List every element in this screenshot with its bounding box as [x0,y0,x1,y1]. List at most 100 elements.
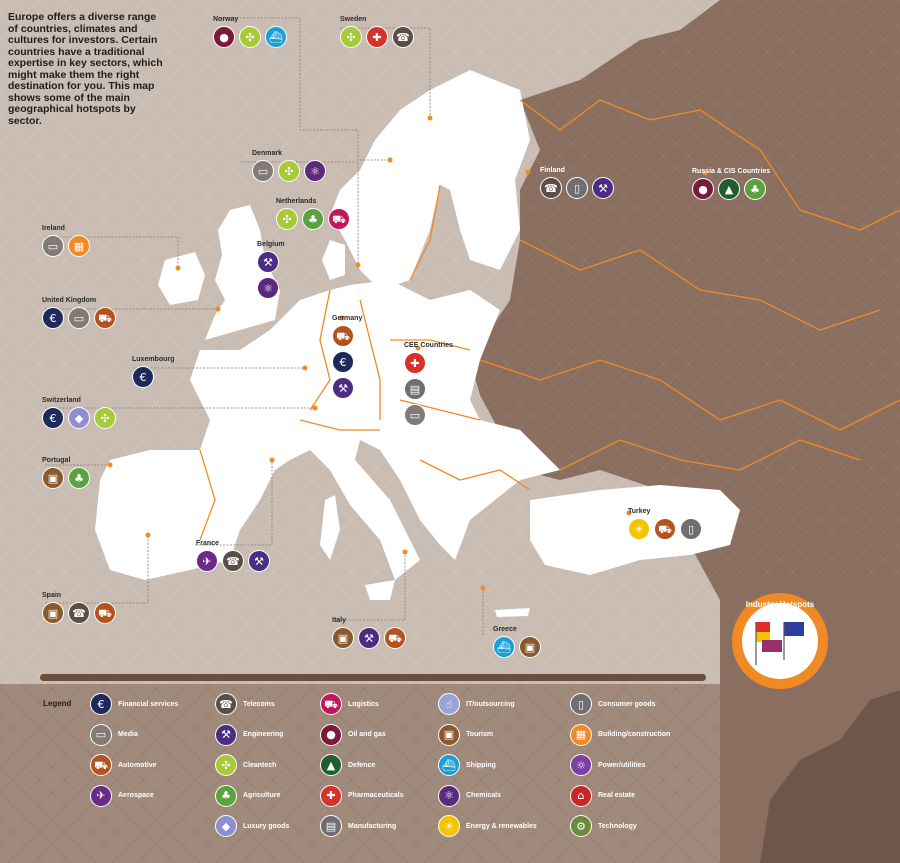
brick-icon: ▦ [68,235,90,257]
suitcase-icon: ▣ [332,627,354,649]
legend-label: Pharmaceuticals [348,792,404,799]
country-name: Norway [213,16,239,23]
car-icon: ⛟ [332,325,354,347]
callout-portugal: Portugal ▣ ♣ [42,457,90,489]
sector-icons: ✈ ☎ ⚒ [196,550,270,572]
atom-icon: ⚛ [257,277,279,299]
sprout-icon: ♣ [302,208,324,230]
legend-item: ▦ Building/construction [570,723,670,746]
location-dots [107,115,708,591]
legend-item: ● Oil and gas [320,723,386,746]
wind-turbine-icon: ✣ [215,754,237,776]
bulb-icon: ☼ [570,754,592,776]
legend-label: Energy & renewables [466,822,537,830]
country-name: Italy [332,617,347,624]
country-name: Turkey [628,508,651,515]
eu-flag-icon [784,622,804,636]
wind-turbine-icon: ✣ [94,407,116,429]
cross-icon: ✚ [320,784,342,807]
legend-label: Tourism [466,731,494,738]
callout-cee-countries: CEE Countries ✚ ▤ ▭ [404,342,453,426]
sector-icons: ▭ ✣ ⚛ [252,160,326,182]
car-icon: ⛟ [654,518,676,540]
country-name: Greece [493,626,517,633]
phone-device-icon: ▯ [570,693,592,715]
legend-item: ▯ Consumer goods [570,693,656,715]
country-name: Russia & CIS Countries [692,168,771,175]
diamond-icon: ◆ [215,815,237,837]
callout-netherlands: Netherlands ✣ ♣ ⛟ [276,198,350,230]
wrench-icon: ⚒ [215,723,237,746]
legend-item: ☀ Energy & renewables [438,815,537,837]
sector-icons: ⚒ ⚛ [257,251,285,299]
sector-icons: ⛟ € ⚒ [332,325,362,399]
scandinavia-landmass [330,70,530,290]
diamond-icon: ◆ [68,407,90,429]
legend-label: Shipping [466,761,496,769]
denmark-landmass [322,240,345,280]
phone-device-icon: ▯ [680,518,702,540]
legend-label: Cleantech [243,761,277,769]
legend-label: Power/utilities [598,761,646,769]
cross-icon: ✚ [366,26,388,48]
callout-spain: Spain ▣ ☎ ⛟ [42,592,116,624]
intro-text: Europe offers a diverse range of countri… [8,11,163,127]
callout-france: France ✈ ☎ ⚒ [196,540,270,572]
sale-sign-icon: ⌂ [570,784,592,807]
sector-icons: ▭ ▦ [42,235,90,257]
suitcase-icon: ▣ [438,723,460,746]
corsica-sardinia [320,495,340,560]
sector-icons: ● ✣ ⛴ [213,26,287,48]
legend-title: Legend [43,699,72,708]
legend-label: Manufacturing [348,822,397,830]
legend-label: Chemicals [466,792,502,799]
oil-drop-icon: ● [213,26,235,48]
legend-label: Real estate [598,792,635,799]
country-name: France [196,540,219,547]
cross-icon: ✚ [404,352,426,374]
gears-icon: ⚙ [570,815,592,837]
euro-icon: € [132,366,154,388]
ship-icon: ⛴ [438,754,460,776]
brick-icon: ▦ [570,723,592,746]
country-name: Sweden [340,16,367,23]
rocket-icon: ▲ [718,178,740,200]
country-name: United Kingdom [42,297,97,304]
suitcase-icon: ▣ [519,636,541,658]
legend-label: Media [118,731,138,738]
truck-icon: ⛟ [320,693,342,715]
wrench-icon: ⚒ [248,550,270,572]
sector-icons: ✣ ✚ ☎ [340,26,414,48]
legend-item: ✣ Cleantech [215,754,276,776]
country-name: Germany [332,315,363,322]
industry-hotspots-badge: Industry Hotspots [732,593,828,689]
legend-label: Agriculture [243,792,281,799]
sector-icons: ✣ ♣ ⛟ [276,208,350,230]
badge-title: Industry Hotspots [746,600,815,609]
callout-russia-cis: Russia & CIS Countries ● ▲ ♣ [692,168,770,200]
legend-item: ⌂ Real estate [570,784,635,807]
sicily [365,580,395,600]
plane-icon: ✈ [196,550,218,572]
car-icon: ⛟ [90,754,112,776]
sun-icon: ☀ [438,815,460,837]
sector-icons: ▣ ☎ ⛟ [42,602,116,624]
crete [495,608,530,617]
ship-icon: ⛴ [493,636,515,658]
euro-icon: € [90,693,112,715]
legend-item: ⛟ Logistics [320,693,379,715]
flag-icon [762,640,782,652]
callout-italy: Italy ▣ ⚒ ⛟ [332,617,406,649]
wind-turbine-icon: ✣ [239,26,261,48]
legend-item: ✈ Aerospace [90,784,154,807]
legend-item: ▭ Media [90,723,138,746]
legend-item: ⛴ Shipping [438,754,496,776]
phone-icon: ☎ [68,602,90,624]
legend-item: ⚛ Chemicals [438,784,502,807]
legend-label: Aerospace [118,792,154,799]
legend-label: Consumer goods [598,700,656,708]
callout-norway: Norway ● ✣ ⛴ [213,16,287,48]
flag-icon [756,622,770,632]
country-name: Finland [540,167,565,174]
